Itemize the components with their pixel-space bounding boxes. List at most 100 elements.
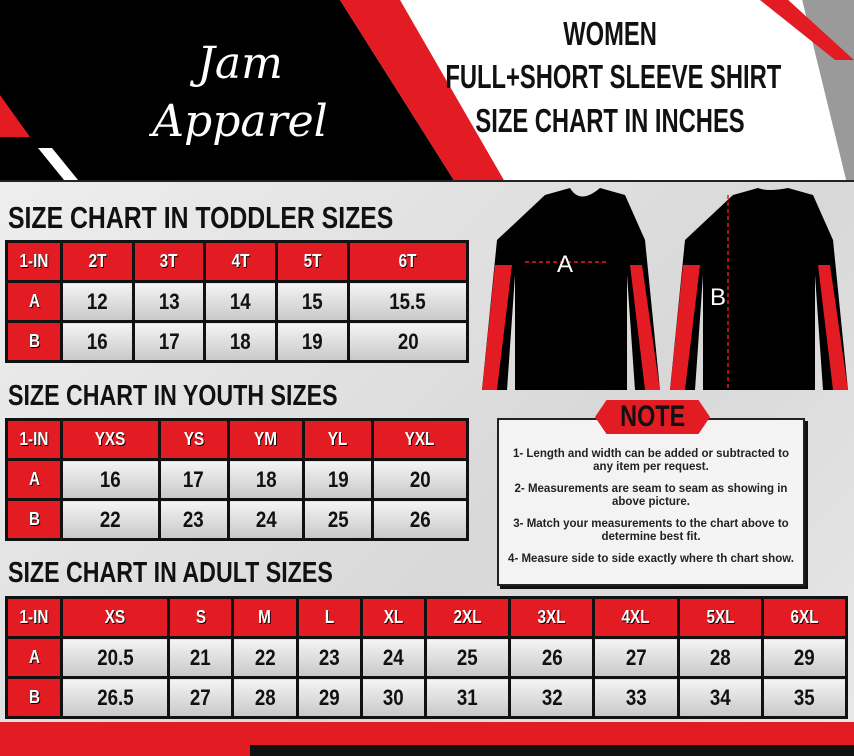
- column-header: M: [231, 596, 299, 639]
- row-label: A: [5, 280, 63, 323]
- title-line-3: SIZE CHART IN INCHES: [475, 102, 745, 139]
- table-cell: 18: [203, 320, 278, 363]
- cell-text: YS: [183, 429, 204, 449]
- cell-text: M: [258, 607, 272, 627]
- table-cell: 20.5: [59, 636, 171, 679]
- cell-text: A: [28, 291, 40, 311]
- column-header: XL: [359, 596, 428, 639]
- cell-text: 5XL: [706, 607, 735, 627]
- table-cell: 29: [760, 636, 849, 679]
- cell-text: A: [28, 469, 40, 489]
- note-item: 1- Length and width can be added or subt…: [512, 448, 790, 473]
- cell-text: YM: [254, 429, 278, 449]
- cell-text: 20.5: [96, 644, 134, 670]
- cell-text: 18: [230, 328, 251, 354]
- table-row: B 22 23 24 25 26: [5, 498, 470, 541]
- cell-text: 15.5: [389, 288, 426, 314]
- cell-text: 1-IN: [19, 251, 49, 271]
- table-cell: 24: [359, 636, 428, 679]
- title-line-1: WOMEN: [563, 15, 657, 52]
- column-header: L: [295, 596, 363, 639]
- header-row: 1-IN YXS YS YM YL YXL: [5, 418, 470, 461]
- note-item: 3- Match your measurements to the chart …: [513, 518, 789, 543]
- table-cell: 16: [60, 458, 161, 501]
- table-cell: 15: [274, 280, 350, 323]
- cell-text: 1-IN: [19, 429, 49, 449]
- row-label: B: [5, 498, 63, 541]
- table-cell: 27: [592, 636, 680, 679]
- cell-text: YXL: [404, 429, 435, 449]
- table-cell: 33: [592, 676, 680, 719]
- column-header: YM: [226, 418, 305, 461]
- note-item: 2- Measurements are seam to seam as show…: [514, 483, 788, 508]
- cell-text: 23: [318, 644, 340, 670]
- cell-text: YXS: [95, 429, 126, 449]
- cell-text: 3T: [159, 251, 178, 271]
- cell-text: 15: [301, 288, 323, 314]
- cell-text: 2XL: [453, 607, 482, 627]
- cell-text: 24: [383, 644, 404, 670]
- shirt-front: A: [482, 188, 660, 390]
- cell-text: 4XL: [621, 607, 651, 627]
- back-label-b: B: [710, 284, 726, 311]
- column-header: S: [167, 596, 235, 639]
- table-cell: 30: [359, 676, 428, 719]
- youth-size-table: 1-IN YXS YS YM YL YXL A 16 17 18 19 20 B 22 23 24 25 26: [5, 418, 470, 541]
- column-header: 1-IN: [5, 418, 63, 461]
- cell-text: B: [28, 509, 40, 529]
- table-row: A 16 17 18 19 20: [5, 458, 470, 501]
- note-title-text: NOTE: [619, 400, 686, 433]
- cell-text: 28: [254, 684, 276, 710]
- cell-text: 20: [409, 466, 431, 492]
- table-cell: 23: [295, 636, 363, 679]
- cell-text: B: [28, 331, 40, 351]
- note-item: 4- Measure side to side exactly where th…: [508, 553, 794, 565]
- cell-text: 18: [255, 466, 277, 492]
- cell-text: L: [324, 607, 334, 627]
- adult-title: SIZE CHART IN ADULT SIZES: [8, 557, 333, 589]
- row-label: A: [5, 636, 63, 679]
- table-row: A 12 13 14 15 15.5: [5, 280, 469, 323]
- table-cell: 27: [167, 676, 235, 719]
- cell-text: A: [28, 647, 40, 667]
- cell-text: B: [28, 687, 40, 707]
- table-cell: 23: [157, 498, 230, 541]
- cell-text: 6XL: [790, 607, 819, 627]
- table-cell: 21: [167, 636, 235, 679]
- column-header: 6T: [346, 240, 469, 283]
- cell-text: 26: [541, 644, 563, 670]
- column-header: 2T: [60, 240, 135, 283]
- cell-text: 25: [327, 506, 349, 532]
- cell-text: 13: [158, 288, 180, 314]
- table-cell: 20: [346, 320, 469, 363]
- table-cell: 19: [301, 458, 374, 501]
- youth-title: SIZE CHART IN YOUTH SIZES: [8, 380, 338, 412]
- cell-text: 32: [541, 684, 563, 710]
- row-label: A: [5, 458, 63, 501]
- column-header: 6XL: [760, 596, 849, 639]
- column-header: XS: [59, 596, 171, 639]
- table-row: B 26.5 27 28 29 30 31 32 33 34 35: [5, 676, 849, 719]
- column-header: YS: [157, 418, 230, 461]
- shirt-back: B: [670, 188, 848, 390]
- cell-text: 30: [383, 684, 404, 710]
- column-header: 5T: [274, 240, 350, 283]
- cell-text: 29: [793, 644, 815, 670]
- table-cell: 28: [231, 676, 299, 719]
- cell-text: 14: [230, 288, 251, 314]
- shirt-diagram: A B: [482, 188, 848, 390]
- column-header: YL: [301, 418, 374, 461]
- column-header: 2XL: [424, 596, 512, 639]
- table-row: B 16 17 18 19 20: [5, 320, 469, 363]
- cell-text: 23: [183, 506, 205, 532]
- row-label: B: [5, 320, 63, 363]
- brand-logo: Jam Apparel: [140, 35, 340, 151]
- table-cell: 35: [760, 676, 849, 719]
- column-header: 3T: [131, 240, 207, 283]
- cell-text: 29: [318, 684, 340, 710]
- front-label-a: A: [557, 251, 573, 278]
- table-cell: 26: [370, 498, 470, 541]
- cell-text: 34: [709, 684, 731, 710]
- cell-text: 1-IN: [19, 607, 49, 627]
- toddler-size-table: 1-IN 2T 3T 4T 5T 6T A 12 13 14 15 15.5 B 16 17 18 19 20: [5, 240, 469, 363]
